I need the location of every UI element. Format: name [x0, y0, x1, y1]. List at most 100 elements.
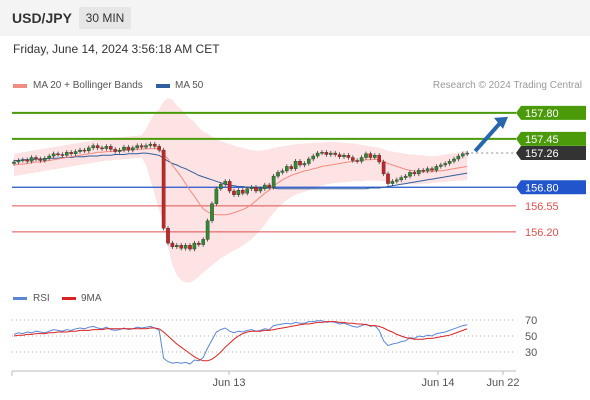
rsi-tick-30: 30 — [525, 347, 537, 359]
candle-body — [166, 227, 170, 244]
candle-body — [302, 163, 307, 166]
candle-body — [174, 245, 179, 247]
candle-body — [135, 145, 140, 149]
candle-body — [461, 153, 465, 157]
level-tag-156-80 — [516, 180, 586, 195]
candle-body — [148, 143, 153, 146]
candle-body — [232, 190, 236, 195]
candle-body — [73, 151, 78, 154]
candle-body — [443, 163, 448, 166]
candle-body — [447, 161, 452, 164]
candle-body — [271, 175, 276, 188]
candle-body — [395, 179, 399, 182]
level-label-157-26: 157.26 — [525, 148, 559, 160]
candle-body — [417, 169, 421, 175]
candle-body — [280, 170, 285, 173]
candle-body — [364, 153, 368, 158]
candle-body — [100, 147, 104, 150]
candle-body — [139, 145, 144, 148]
candle-body — [205, 220, 210, 240]
candle-body — [170, 242, 175, 248]
candle-body — [183, 245, 188, 249]
candle-body — [346, 155, 351, 158]
candle-body — [412, 172, 417, 175]
candle-body — [329, 152, 333, 155]
candle-body — [293, 161, 298, 169]
candle-body — [69, 152, 73, 154]
candle-body — [179, 245, 184, 249]
copyright-credit: Research © 2024 Trading Central — [432, 80, 582, 91]
candle-body — [298, 161, 302, 166]
candle-body — [289, 166, 294, 169]
candle-body — [122, 146, 126, 151]
candle-body — [56, 153, 60, 156]
candle-body — [192, 242, 197, 250]
candle-body — [465, 152, 470, 155]
bollinger-band-area — [14, 98, 468, 283]
ma20-line — [13, 148, 468, 216]
candle-body — [240, 190, 245, 194]
candle-body — [421, 169, 426, 172]
level-label-157-45: 157.45 — [525, 134, 559, 146]
candle-body — [16, 160, 21, 163]
level-label-157-80: 157.80 — [525, 108, 559, 120]
candle-body — [91, 145, 95, 149]
candle-body — [108, 146, 113, 150]
candle-body — [311, 155, 316, 160]
candle-body — [43, 158, 47, 161]
candle-body — [47, 155, 51, 159]
candle-body — [315, 152, 320, 157]
candle-body — [386, 173, 390, 184]
candle-body — [403, 175, 408, 178]
ma20-legend-label: MA 20 + Bollinger Bands — [33, 80, 143, 91]
candle-body — [130, 147, 135, 151]
rsi-swatch — [13, 297, 27, 300]
level-tag-157-80 — [516, 105, 586, 120]
candle-body — [82, 149, 87, 152]
price-level-labels: 157.80 157.45 157.26 156.80 156.55 156.20 — [516, 105, 586, 239]
candle-body — [430, 168, 434, 171]
candle-body — [390, 181, 395, 184]
candle-body — [25, 159, 30, 162]
candle-body — [21, 159, 25, 161]
ma50-swatch — [156, 84, 170, 88]
time-label: Jun 14 — [421, 377, 454, 389]
target-arrow — [473, 116, 508, 153]
candle-body — [368, 153, 373, 158]
candle-body — [157, 146, 162, 151]
ma20-swatch — [13, 84, 27, 88]
level-label-156-20: 156.20 — [525, 227, 559, 239]
candle-body — [267, 184, 272, 188]
candle-body — [408, 172, 412, 177]
candle-body — [218, 184, 223, 189]
candle-body — [64, 152, 69, 156]
candle-body — [324, 152, 329, 155]
candle-body — [51, 153, 56, 157]
rsi-9ma-line — [13, 321, 468, 362]
candle-body — [381, 161, 386, 175]
ma50-legend-label: MA 50 — [175, 80, 204, 91]
candle-body — [117, 149, 122, 152]
level-tag-157-45 — [516, 131, 586, 146]
rsi-ma-legend-label: 9MA — [81, 293, 102, 304]
candlesticks — [12, 141, 470, 252]
candle-body — [201, 239, 206, 245]
time-axis: Jun 13 Jun 14 Jun 22 — [11, 370, 520, 389]
candle-body — [144, 145, 148, 148]
bollinger-bands — [14, 98, 468, 283]
rsi-tick-70: 70 — [525, 315, 537, 327]
candle-body — [78, 149, 82, 152]
candle-body — [161, 149, 166, 229]
candle-body — [245, 188, 250, 194]
rsi-panel: 70 50 30 — [12, 315, 537, 365]
candle-body — [342, 155, 346, 157]
timeframe-button[interactable]: 30 MIN — [79, 7, 131, 29]
level-tag-157-26 — [516, 146, 586, 161]
candle-body — [29, 157, 34, 162]
candle-body — [439, 164, 443, 167]
candle-body — [227, 181, 232, 192]
candle-body — [434, 166, 439, 171]
candle-body — [359, 157, 364, 162]
candle-body — [263, 184, 267, 189]
rsi-line — [13, 320, 468, 365]
